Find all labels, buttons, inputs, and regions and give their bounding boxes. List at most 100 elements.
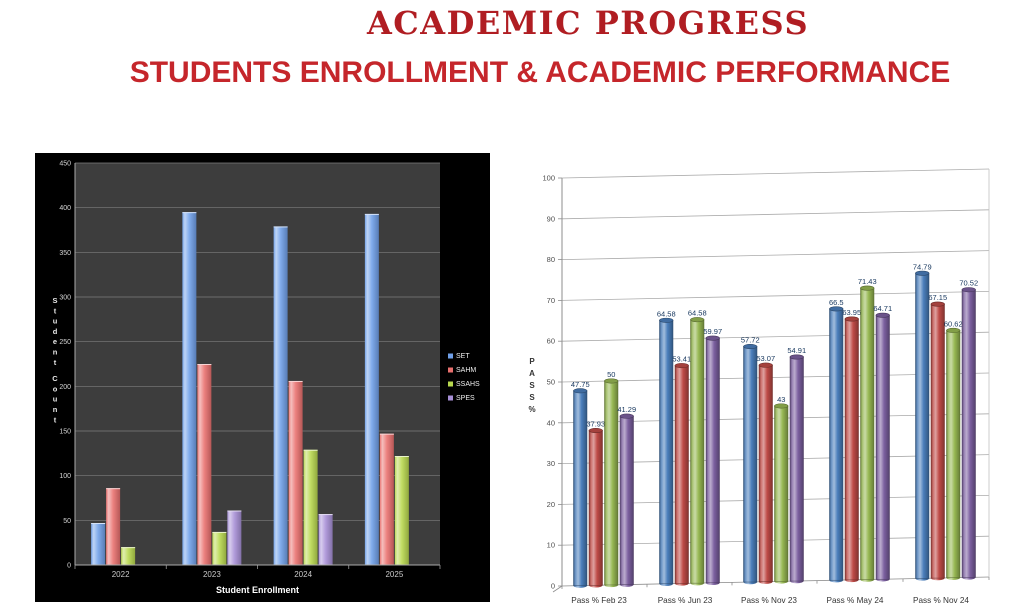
bar [875, 314, 890, 580]
bar-top-cap [619, 413, 634, 419]
bar [930, 303, 945, 579]
bar-top-cap [690, 317, 705, 323]
data-label: 50 [607, 370, 615, 379]
y-tick-label: 300 [59, 295, 71, 302]
legend-label: SET [456, 353, 470, 360]
y-tick-label: 80 [547, 255, 555, 264]
data-label: 57.72 [741, 336, 760, 345]
y-tick-label: 40 [547, 418, 555, 427]
enrollment-chart-svg: 050100150200250300350400450StudentCount2… [52, 161, 480, 596]
data-label: 37.93 [586, 420, 605, 429]
legend-label: SSAHS [456, 381, 480, 388]
bar-top-cap [789, 354, 804, 360]
x-axis-title: Student Enrollment [216, 585, 299, 595]
bar [303, 449, 318, 565]
y-axis-title-char: S [52, 296, 57, 305]
y-axis-title-char: P [529, 357, 535, 366]
bar [106, 488, 121, 565]
bar [273, 226, 288, 565]
data-label: 64.71 [873, 304, 892, 313]
bar-top-cap [758, 362, 773, 368]
bar [844, 318, 859, 581]
data-label: 70.52 [959, 279, 978, 288]
legend-label: SAHM [456, 367, 476, 374]
bar-top-cap [588, 428, 603, 434]
y-axis-title-char: S [529, 381, 535, 390]
bar-top-cap [829, 306, 844, 312]
x-tick-label: Pass % Nov 24 [913, 596, 969, 605]
data-label: 53.07 [756, 354, 775, 363]
plot-area [75, 163, 440, 565]
data-label: 67.15 [928, 293, 947, 302]
data-label: 60.62 [944, 319, 963, 328]
x-tick-label: 2022 [112, 570, 130, 579]
y-tick-label: 10 [547, 541, 555, 550]
bar [227, 510, 242, 565]
y-axis-title-char: n [53, 348, 58, 357]
bar-top-cap [774, 403, 789, 409]
y-tick-label: 400 [59, 205, 71, 212]
bar [705, 337, 720, 584]
y-tick-label: 20 [547, 500, 555, 509]
legend-swatch [448, 381, 453, 387]
bar [659, 320, 674, 585]
bar [197, 364, 212, 565]
bar [394, 456, 409, 565]
data-label: 54.91 [787, 346, 806, 355]
x-tick-label: Pass % Jun 23 [658, 596, 713, 605]
x-tick-label: Pass % May 24 [827, 596, 884, 605]
legend-swatch [448, 395, 453, 401]
y-axis-title-char: o [53, 384, 58, 393]
bar [212, 531, 227, 565]
bar [829, 308, 844, 581]
x-tick-label: 2024 [294, 570, 312, 579]
y-tick-label: 350 [59, 250, 71, 257]
bar [915, 273, 930, 579]
y-tick-label: 200 [59, 384, 71, 391]
bar [758, 364, 773, 582]
bar-top-cap [674, 363, 689, 369]
bar [573, 390, 588, 586]
y-tick-label: 50 [63, 518, 71, 525]
bar [588, 430, 603, 586]
bar-top-cap [961, 287, 976, 293]
bar [379, 433, 394, 565]
legend-swatch [448, 367, 453, 373]
data-label: 66.5 [829, 298, 844, 307]
y-axis-title-char: S [529, 393, 535, 402]
bar-top-cap [659, 317, 674, 323]
y-axis-title-char: d [53, 327, 58, 336]
y-tick-label: 150 [59, 429, 71, 436]
y-tick-label: 250 [59, 339, 71, 346]
y-tick-label: 70 [547, 296, 555, 305]
bar [91, 523, 106, 565]
y-tick-label: 0 [551, 582, 555, 591]
pass-rate-chart: 0 10 20 30 40 50 60 70 80 90 100 P A S S% Pass % Feb 23… [520, 160, 1024, 613]
bar [182, 212, 197, 565]
y-axis-title-char: u [53, 395, 58, 404]
bar-top-cap [573, 388, 588, 394]
bar-top-cap [930, 301, 945, 307]
bar-top-cap [705, 335, 720, 341]
data-label: 63.95 [842, 308, 861, 317]
data-label: 41.29 [617, 405, 636, 414]
bar [364, 213, 379, 566]
grid-line [561, 209, 990, 220]
bar-top-cap [860, 285, 875, 291]
origin-depth-edge [552, 585, 563, 593]
y-tick-label: 90 [547, 214, 555, 223]
x-tick-label: Pass % Feb 23 [571, 596, 627, 605]
bar-top-cap [915, 270, 930, 276]
bar [288, 380, 303, 565]
y-tick-label: 100 [59, 473, 71, 480]
y-tick-label: 450 [59, 161, 71, 168]
bar [961, 289, 976, 578]
y-axis-title-char: % [528, 405, 535, 414]
bar [604, 380, 619, 586]
data-label: 53.41 [672, 355, 691, 364]
data-label: 74.79 [913, 262, 932, 271]
y-axis-title-char: t [54, 358, 57, 367]
bar [743, 346, 758, 583]
bar [774, 405, 789, 582]
